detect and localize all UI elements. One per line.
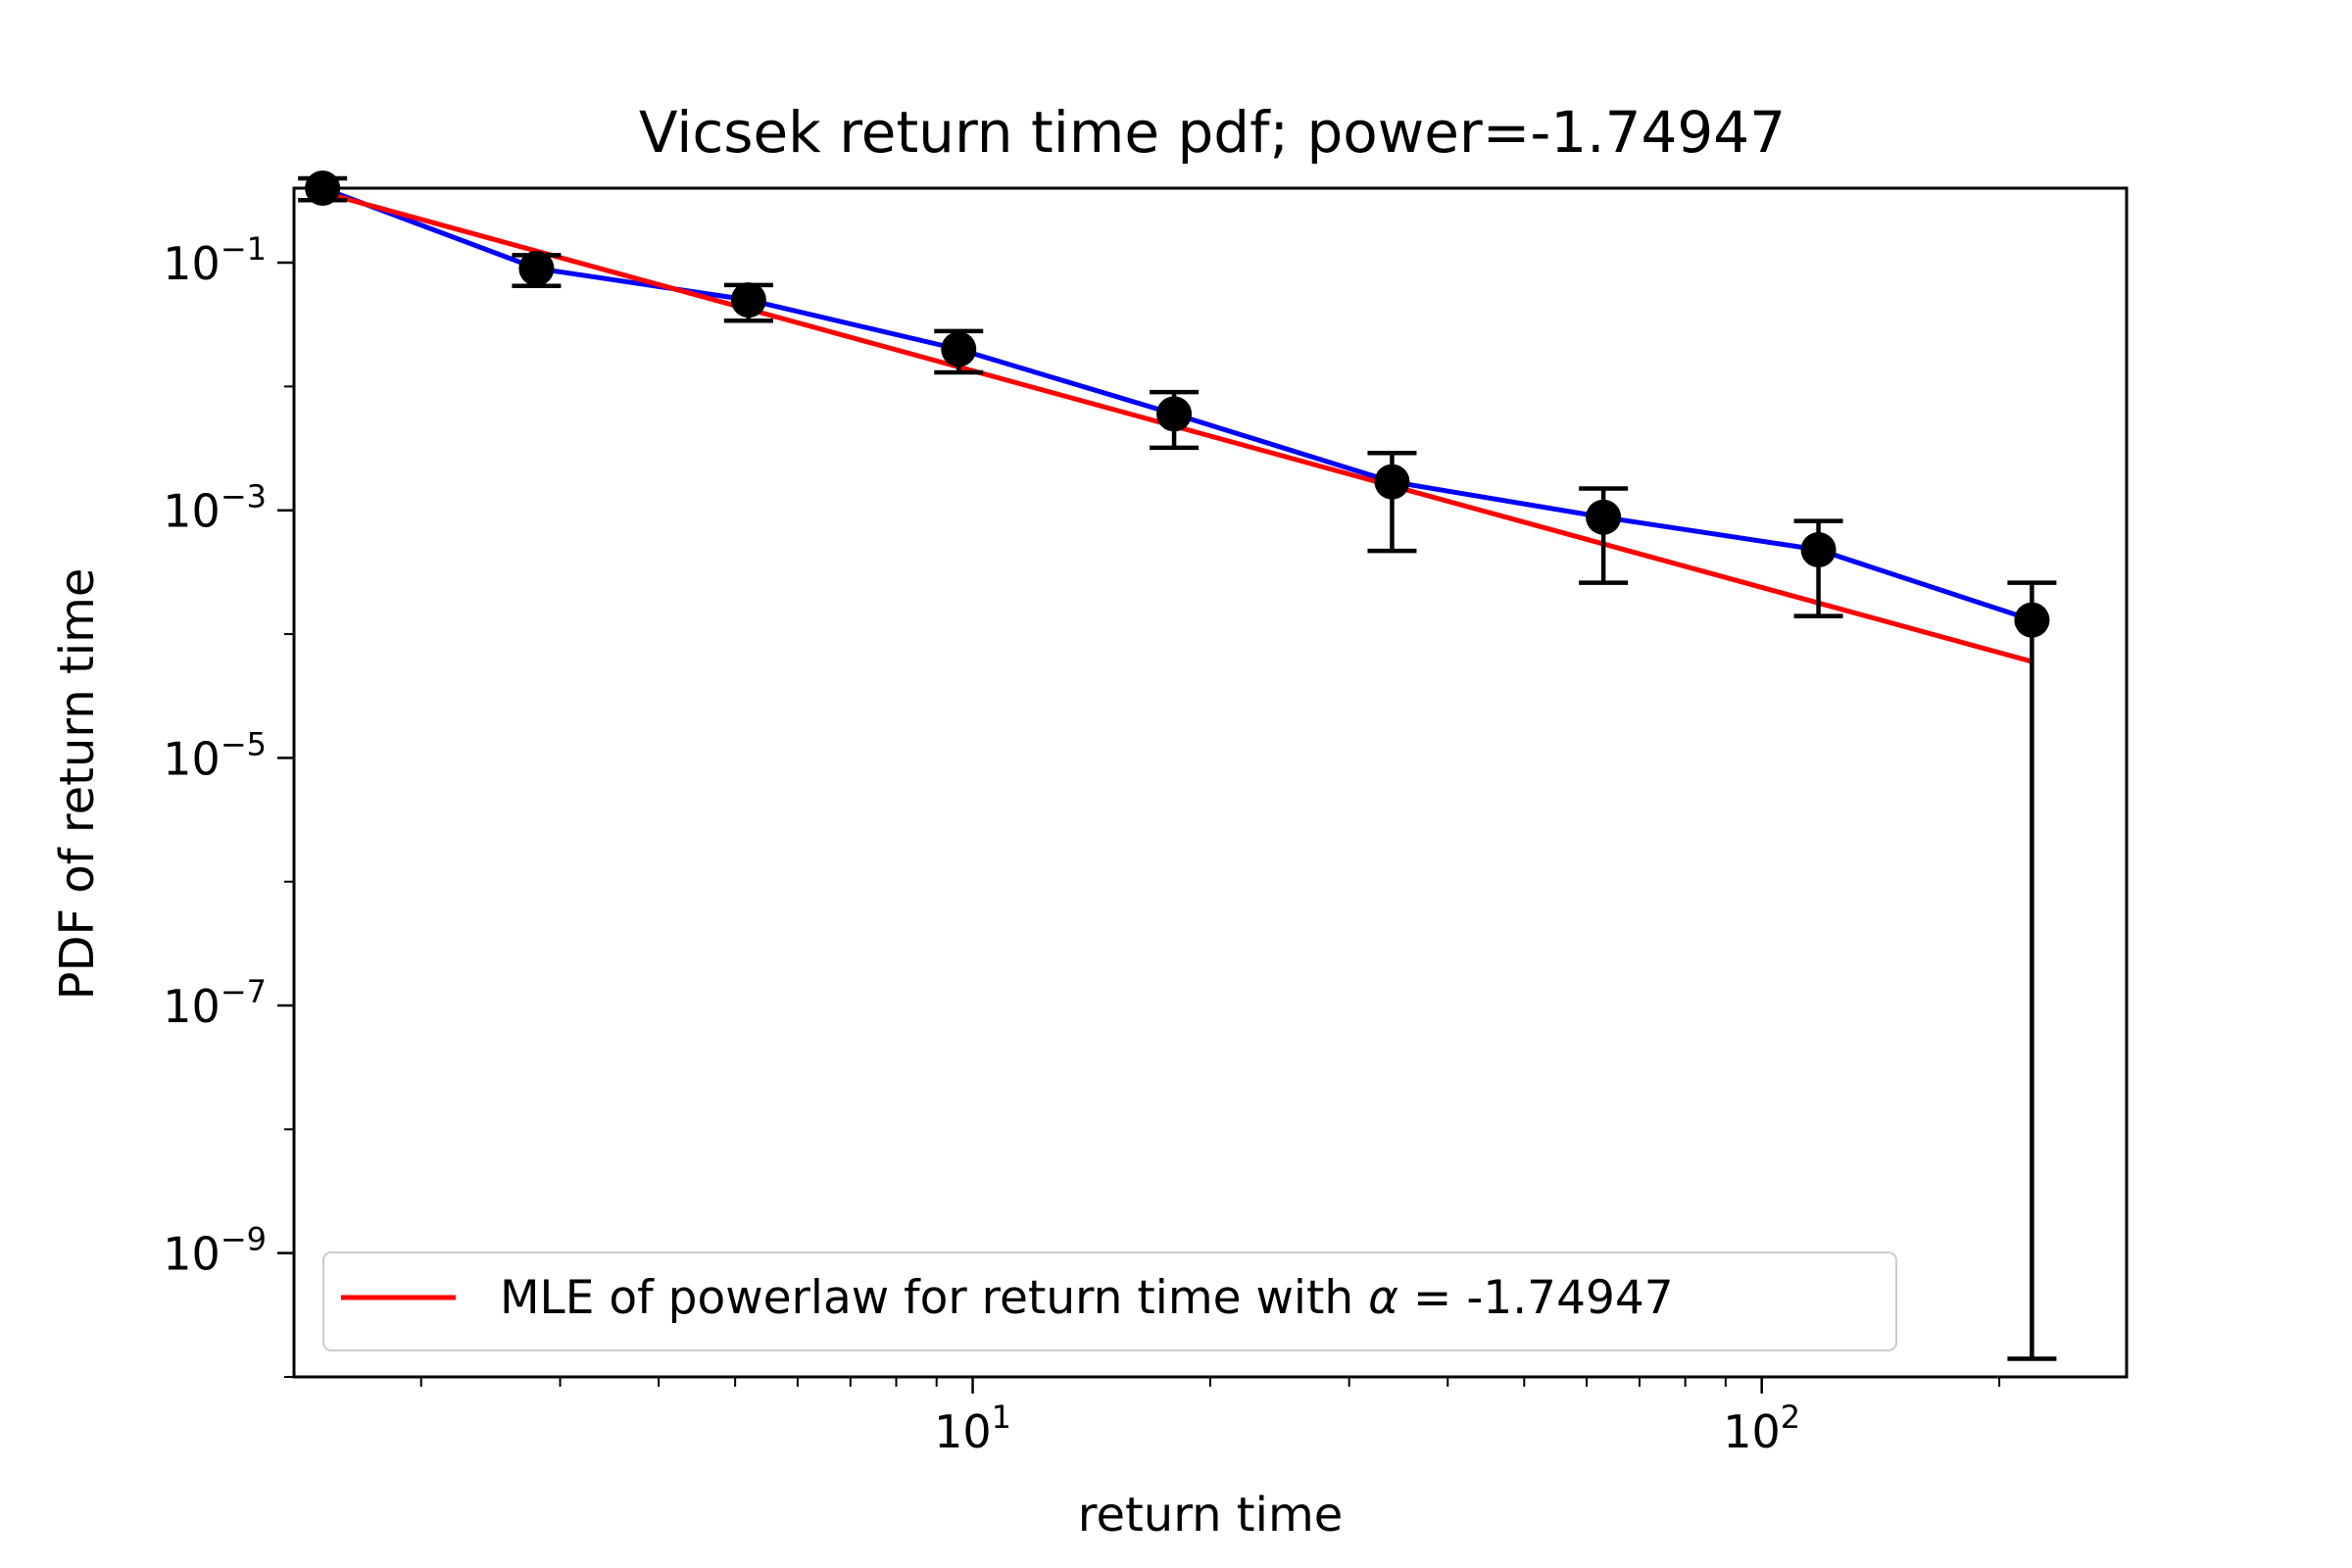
y-tick-label: 10−7 [163,973,267,1033]
chart-title: Vicsek return time pdf; power=-1.74947 [639,99,1786,166]
x-tick-label: 102 [1723,1398,1800,1458]
data-point [1374,464,1410,500]
data-point [2014,602,2050,638]
data-point [1800,531,1837,567]
x-tick-exponent: 1 [992,1398,1011,1436]
data-point [730,282,766,318]
y-axis: 10−110−310−510−710−9 [163,230,294,1378]
data-point [1156,396,1193,432]
x-axis-title: return time [1078,1488,1343,1543]
legend-label: MLE of powerlaw for return time with α =… [500,1271,1674,1325]
y-tick-label: 10−9 [163,1221,267,1281]
legend-label-suffix: = -1.74947 [1398,1271,1674,1325]
x-tick-exponent: 2 [1781,1398,1800,1436]
x-tick-base: 10 [934,1405,992,1458]
y-tick-base: 10 [163,237,220,290]
y-tick-exponent: −1 [220,230,267,268]
data-point [941,331,977,368]
data-point [518,250,555,286]
legend-label-prefix: MLE of powerlaw for return time with [500,1271,1368,1325]
y-tick-base: 10 [163,732,220,785]
y-tick-base: 10 [163,485,220,538]
legend-alpha-symbol: α [1368,1271,1398,1325]
x-tick-base: 10 [1723,1405,1781,1458]
y-tick-exponent: −7 [220,973,267,1010]
y-tick-base: 10 [163,980,220,1033]
plot-frame [292,186,2129,1379]
y-tick-exponent: −3 [220,478,267,515]
y-tick-exponent: −5 [220,725,267,762]
data-point [1586,499,1622,535]
y-tick-label: 10−3 [163,478,267,538]
data-point [305,171,341,206]
y-tick-label: 10−5 [163,725,267,785]
y-axis-title: PDF of return time [50,568,105,1001]
y-tick-exponent: −9 [220,1221,267,1258]
x-axis: 101 102 [419,1377,2001,1458]
y-tick-base: 10 [163,1228,220,1281]
y-tick-label: 10−1 [163,230,267,290]
legend: MLE of powerlaw for return time with α =… [322,1251,1897,1351]
legend-box [322,1251,1897,1351]
plot-area [298,171,2057,1361]
x-tick-label: 101 [934,1398,1011,1458]
